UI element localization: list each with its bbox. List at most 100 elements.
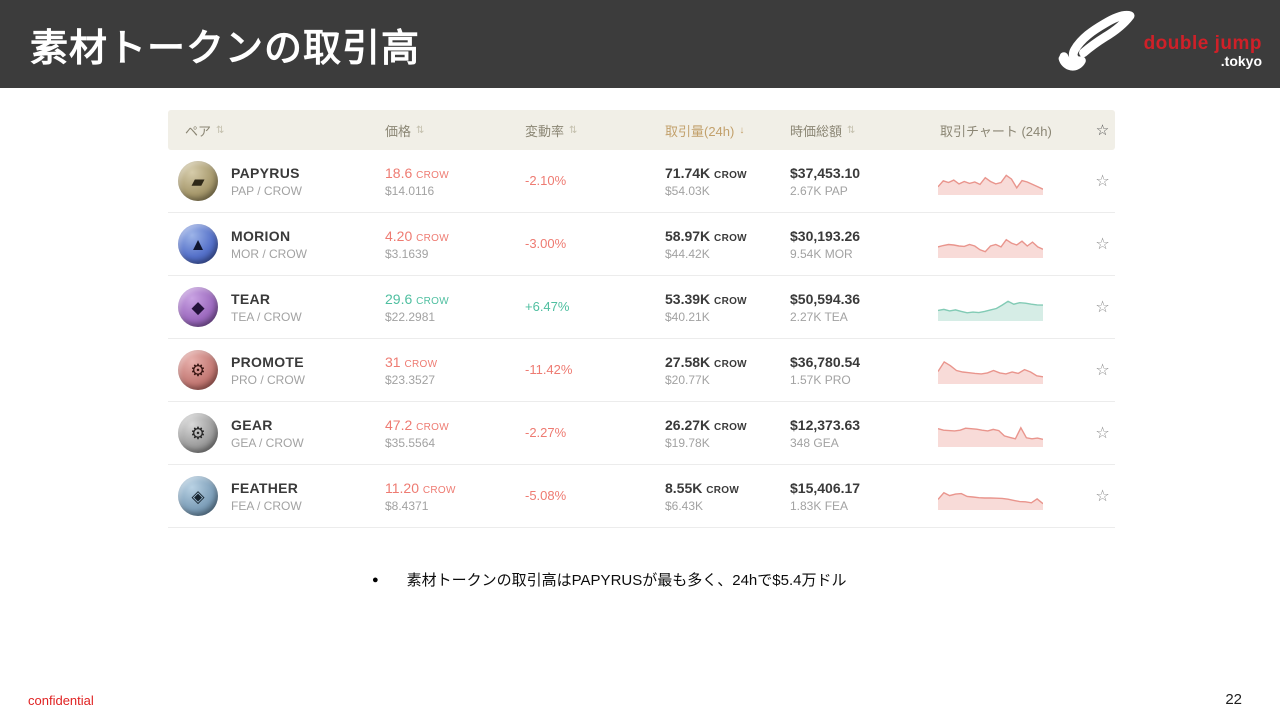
volume-usd: $19.78K [665, 435, 710, 450]
table-row: ⚙ PROMOTE PRO / CROW 31 CROW $23.3527 -1… [168, 339, 1115, 402]
volume-value: 58.97K [665, 227, 711, 244]
volume-value: 53.39K [665, 290, 711, 307]
volume-value: 27.58K [665, 353, 711, 370]
favorite-star-icon[interactable]: ☆ [1095, 299, 1110, 316]
change-percent: -3.00% [525, 236, 567, 251]
token-glyph: ⚙ [190, 360, 206, 380]
column-header-pair[interactable]: ペア ⇅ [168, 121, 383, 140]
price-sparkline [938, 481, 1043, 510]
bullet-icon: ● [372, 573, 379, 586]
volume-unit: CROW [714, 232, 747, 244]
table-row: ▰ PAPYRUS PAP / CROW 18.6 CROW $14.0116 … [168, 150, 1115, 213]
price-value: 18.6 [385, 164, 413, 181]
change-percent: +6.47% [525, 299, 570, 314]
market-cap: $36,780.54 [790, 353, 861, 370]
volume-unit: CROW [714, 421, 747, 433]
token-pair: TEA / CROW [231, 309, 302, 324]
volume-crow: 8.55K CROW [665, 480, 788, 496]
header-label: 取引量(24h) [665, 123, 735, 139]
volume-unit: CROW [714, 295, 747, 307]
market-cap: $37,453.10 [790, 164, 861, 181]
volume-value: 26.27K [665, 416, 711, 433]
tear-token-icon: ◆ [178, 287, 218, 327]
price-crow: 47.2 CROW [385, 417, 523, 433]
token-name[interactable]: MORION [231, 227, 291, 244]
price-crow: 4.20 CROW [385, 228, 523, 244]
token-name[interactable]: TEAR [231, 290, 271, 307]
market-cap: $50,594.36 [790, 290, 861, 307]
sort-desc-icon[interactable]: ↓ [739, 124, 745, 136]
header-label: 取引チャート (24h) [940, 123, 1052, 139]
header-label: 変動率 [525, 123, 565, 139]
header-label: 価格 [385, 123, 412, 139]
volume-usd: $40.21K [665, 309, 710, 324]
sort-icon[interactable]: ⇅ [416, 124, 425, 136]
price-value: 29.6 [385, 290, 413, 307]
volume-unit: CROW [714, 169, 747, 181]
bullet-text: 素材トークンの取引高はPAPYRUSが最も多く、24hで$5.4万ドル [406, 572, 847, 589]
column-header-volume-24h[interactable]: 取引量(24h) ↓ [663, 121, 788, 140]
volume-crow: 58.97K CROW [665, 228, 788, 244]
token-glyph: ⚙ [190, 423, 206, 443]
circulating-supply: 9.54K MOR [790, 246, 853, 261]
token-pair: MOR / CROW [231, 246, 307, 261]
price-usd: $14.0116 [385, 183, 435, 198]
volume-unit: CROW [714, 358, 747, 370]
table-row: ▲ MORION MOR / CROW 4.20 CROW $3.1639 -3… [168, 213, 1115, 276]
price-unit: CROW [416, 169, 450, 181]
double-jump-tokyo-logo: double jump .tokyo [1054, 6, 1262, 78]
token-glyph: ▰ [191, 171, 205, 191]
price-unit: CROW [422, 484, 456, 496]
change-percent: -2.10% [525, 173, 567, 188]
circulating-supply: 1.83K FEA [790, 498, 849, 513]
price-unit: CROW [416, 232, 450, 244]
market-cap: $15,406.17 [790, 479, 861, 496]
token-market-table: ペア ⇅ 価格 ⇅ 変動率 ⇅ 取引量(24h) ↓ 時価総額 ⇅ 取引チャート… [168, 110, 1115, 528]
price-sparkline [938, 418, 1043, 447]
star-icon: ☆ [1095, 122, 1110, 139]
token-name[interactable]: GEAR [231, 416, 273, 433]
volume-usd: $54.03K [665, 183, 710, 198]
change-percent: -5.08% [525, 488, 567, 503]
token-glyph: ◆ [191, 297, 205, 317]
favorite-star-icon[interactable]: ☆ [1095, 362, 1110, 379]
column-header-market-cap[interactable]: 時価総額 ⇅ [788, 121, 938, 140]
token-name[interactable]: FEATHER [231, 479, 299, 496]
price-sparkline [938, 355, 1043, 384]
favorite-star-icon[interactable]: ☆ [1095, 173, 1110, 190]
table-row: ◆ TEAR TEA / CROW 29.6 CROW $22.2981 +6.… [168, 276, 1115, 339]
token-glyph: ▲ [189, 234, 207, 254]
column-header-change[interactable]: 変動率 ⇅ [523, 121, 663, 140]
price-value: 11.20 [385, 479, 419, 496]
title-bar: 素材トークンの取引高 double jump .tokyo [0, 0, 1280, 88]
column-header-price[interactable]: 価格 ⇅ [383, 121, 523, 140]
page-number: 22 [1225, 691, 1242, 708]
header-label: 時価総額 [790, 123, 843, 139]
favorite-star-icon[interactable]: ☆ [1095, 425, 1110, 442]
feather-token-icon: ◈ [178, 476, 218, 516]
sort-icon[interactable]: ⇅ [216, 124, 225, 136]
table-row: ◈ FEATHER FEA / CROW 11.20 CROW $8.4371 … [168, 465, 1115, 528]
favorite-star-icon[interactable]: ☆ [1095, 488, 1110, 505]
price-crow: 31 CROW [385, 354, 523, 370]
price-crow: 29.6 CROW [385, 291, 523, 307]
sort-icon[interactable]: ⇅ [847, 124, 856, 136]
logo-tld: .tokyo [1220, 52, 1262, 69]
price-sparkline [938, 166, 1043, 195]
volume-crow: 71.74K CROW [665, 165, 788, 181]
logo-text: double jump .tokyo [1144, 33, 1262, 69]
price-crow: 11.20 CROW [385, 480, 523, 496]
price-usd: $35.5564 [385, 435, 436, 450]
token-name[interactable]: PAPYRUS [231, 164, 300, 181]
price-unit: CROW [416, 295, 450, 307]
papyrus-token-icon: ▰ [178, 161, 218, 201]
favorite-star-icon[interactable]: ☆ [1095, 236, 1110, 253]
volume-crow: 27.58K CROW [665, 354, 788, 370]
token-name[interactable]: PROMOTE [231, 353, 304, 370]
price-usd: $23.3527 [385, 372, 436, 387]
volume-unit: CROW [706, 484, 740, 496]
sort-icon[interactable]: ⇅ [569, 124, 578, 136]
change-percent: -11.42% [525, 362, 573, 377]
volume-crow: 26.27K CROW [665, 417, 788, 433]
